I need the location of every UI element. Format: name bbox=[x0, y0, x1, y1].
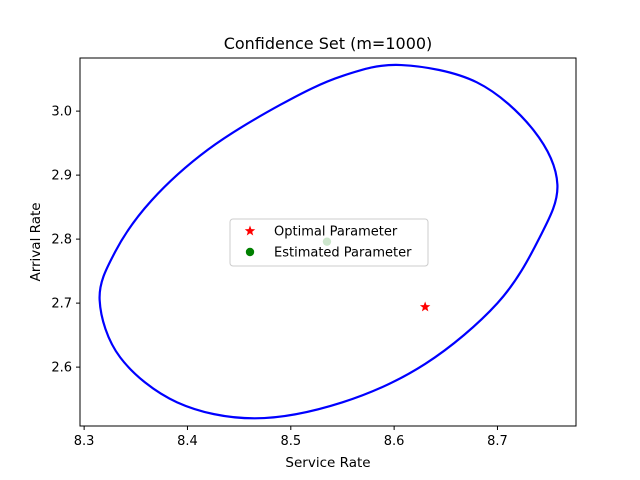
optimal-parameter-point bbox=[419, 301, 431, 312]
legend-label: Estimated Parameter bbox=[274, 246, 412, 261]
x-tick-label: 8.7 bbox=[487, 434, 508, 449]
plot-frame bbox=[79, 57, 577, 427]
y-tick-label: 2.6 bbox=[51, 361, 72, 376]
legend: Optimal Parameter Estimated Parameter bbox=[229, 218, 429, 267]
y-tick-label: 3.0 bbox=[51, 105, 72, 120]
x-tick-label: 8.4 bbox=[177, 434, 198, 449]
x-tick-label: 8.6 bbox=[384, 434, 405, 449]
y-tick-label: 2.8 bbox=[51, 233, 72, 248]
chart-title: Confidence Set (m=1000) bbox=[224, 34, 433, 53]
x-tick-label: 8.3 bbox=[74, 434, 95, 449]
legend-star-marker bbox=[244, 225, 256, 236]
x-axis-label: Service Rate bbox=[285, 455, 370, 471]
y-tick-label: 2.7 bbox=[51, 297, 72, 312]
y-axis-label: Arrival Rate bbox=[28, 202, 44, 281]
legend-label: Optimal Parameter bbox=[274, 225, 398, 240]
x-tick-label: 8.5 bbox=[280, 434, 301, 449]
confidence-ellipse bbox=[98, 63, 559, 420]
legend-box bbox=[229, 218, 429, 267]
y-tick-label: 2.9 bbox=[51, 169, 72, 184]
y-axis: 2.6 2.7 2.8 2.9 3.0 bbox=[51, 105, 80, 376]
legend-circle-marker bbox=[245, 247, 255, 257]
x-axis: 8.3 8.4 8.5 8.6 8.7 bbox=[74, 426, 508, 449]
